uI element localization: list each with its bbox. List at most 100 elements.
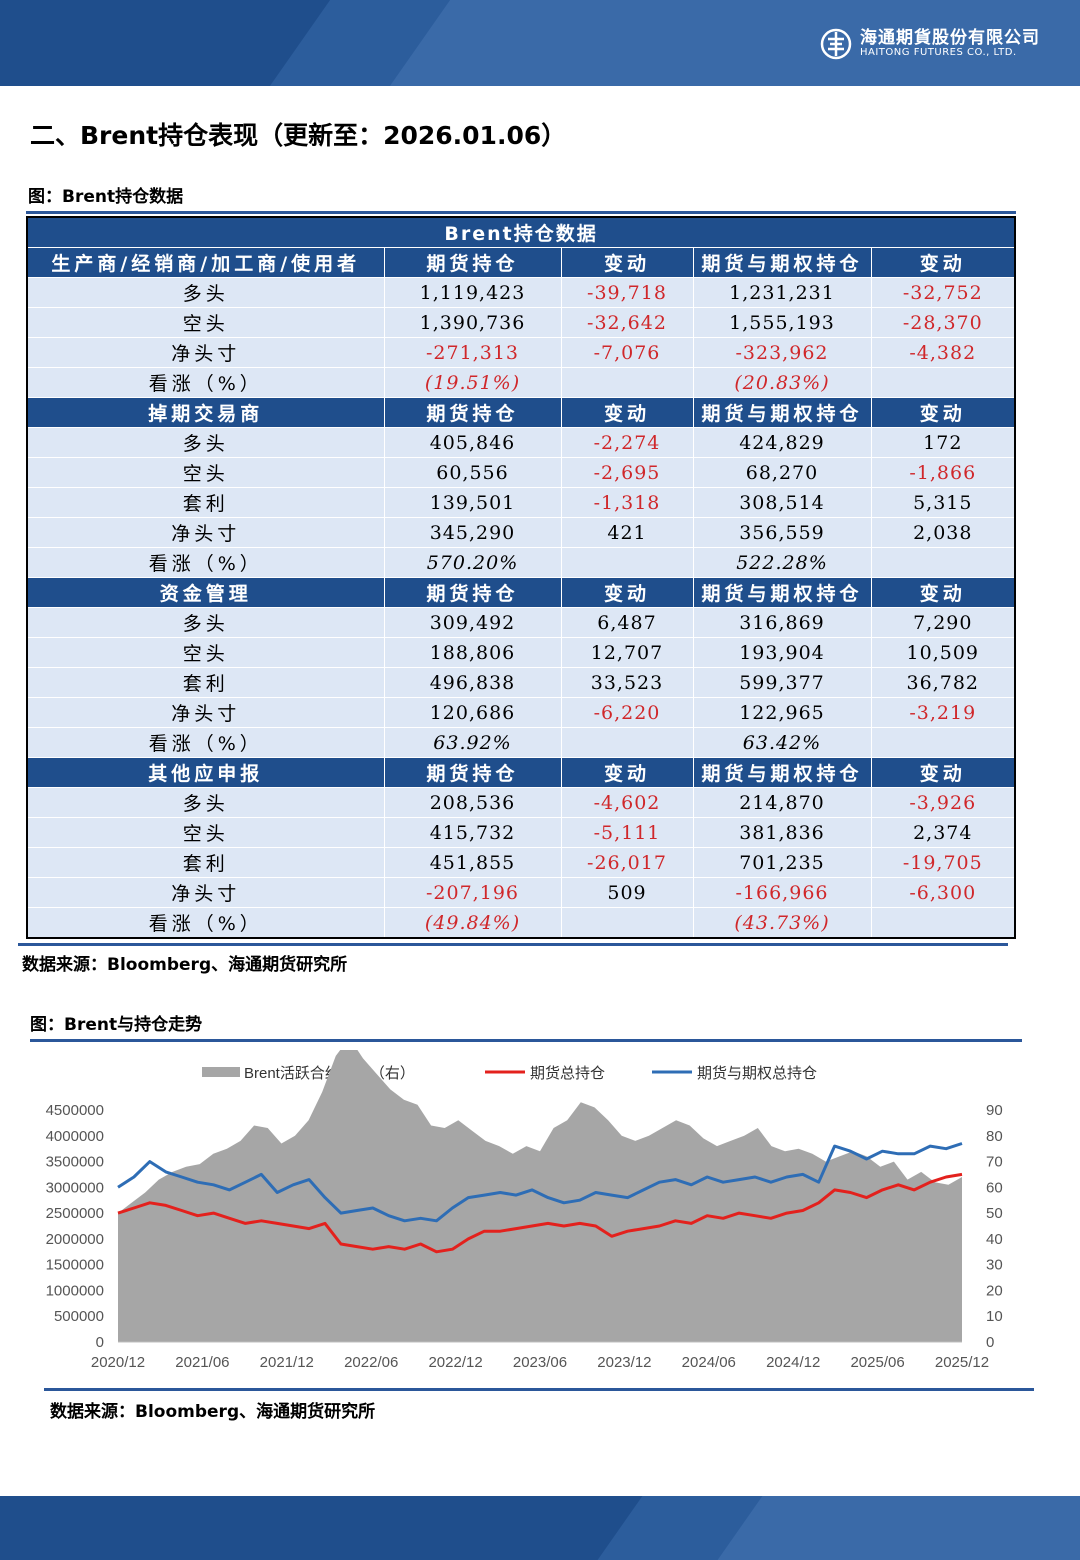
col-header-futures: 期货持仓 [383, 577, 562, 608]
x-tick-label: 2021/12 [260, 1354, 314, 1371]
legend-label-fo: 期货与期权总持仓 [697, 1065, 817, 1082]
cell-chg2: 36,782 [870, 667, 1016, 698]
col-header-futures: 期货持仓 [383, 757, 562, 788]
y-right-tick-label: 80 [986, 1128, 1003, 1145]
cell-chg2: 172 [870, 427, 1016, 458]
y-right-tick-label: 90 [986, 1102, 1003, 1119]
cell-fo: 316,869 [692, 607, 872, 638]
y-left-tick-label: 2500000 [46, 1205, 104, 1222]
cell-chg: 421 [560, 517, 694, 548]
x-tick-label: 2024/12 [766, 1354, 820, 1371]
cell-chg2 [870, 727, 1016, 758]
legend-label-futures: 期货总持仓 [530, 1065, 605, 1082]
cell-futures: (19.51%) [383, 367, 562, 398]
y-left-tick-label: 3000000 [46, 1179, 104, 1196]
cell-futures: 345,290 [383, 517, 562, 548]
x-tick-label: 2020/12 [91, 1354, 145, 1371]
row-label: 净头寸 [26, 517, 385, 548]
brent-positions-table: Brent持仓数据 生产商/经销商/加工商/使用者 期货持仓 变动 期货与期权持仓 变动多… [26, 216, 1017, 939]
cell-futures: 188,806 [383, 637, 562, 668]
table-row: 净头寸 120,686 -6,220 122,965 -3,219 [26, 697, 1016, 728]
cell-chg [560, 547, 694, 578]
cell-chg2: 5,315 [870, 487, 1016, 518]
cell-futures: 139,501 [383, 487, 562, 518]
y-right-tick-label: 70 [986, 1154, 1003, 1171]
table-row: 多头 309,492 6,487 316,869 7,290 [26, 607, 1016, 638]
col-header-change: 变动 [560, 577, 694, 608]
cell-chg2: -3,926 [870, 787, 1016, 818]
row-label: 空头 [26, 307, 385, 338]
y-left-tick-label: 500000 [54, 1308, 104, 1325]
chart-bottom-rule [44, 1388, 1034, 1391]
row-label: 多头 [26, 787, 385, 818]
chart-figure-caption: 图：Brent与持仓走势 [30, 1015, 203, 1035]
row-label: 空头 [26, 457, 385, 488]
cell-chg [560, 367, 694, 398]
cell-chg2: 2,374 [870, 817, 1016, 848]
y-right-tick-label: 40 [986, 1231, 1003, 1248]
cell-chg: 33,523 [560, 667, 694, 698]
cell-chg2 [870, 907, 1016, 939]
group-name: 掉期交易商 [26, 397, 385, 428]
col-header-fo: 期货与期权持仓 [692, 757, 872, 788]
table-figure-caption: 图：Brent持仓数据 [28, 187, 184, 207]
cell-fo: 701,235 [692, 847, 872, 878]
row-label: 净头寸 [26, 697, 385, 728]
table-source: 数据来源：Bloomberg、海通期货研究所 [22, 955, 348, 975]
series-brent-area [118, 1037, 962, 1342]
cell-fo: 308,514 [692, 487, 872, 518]
cell-futures: 208,536 [383, 787, 562, 818]
col-header-change2: 变动 [870, 577, 1016, 608]
x-tick-label: 2023/06 [513, 1354, 567, 1371]
cell-chg: -1,318 [560, 487, 694, 518]
cell-chg: -4,602 [560, 787, 694, 818]
row-label: 看涨（%） [26, 727, 385, 758]
cell-chg2: -28,370 [870, 307, 1016, 338]
table-row: 空头 188,806 12,707 193,904 10,509 [26, 637, 1016, 668]
row-label: 空头 [26, 637, 385, 668]
row-label: 空头 [26, 817, 385, 848]
legend-swatch-brent [202, 1067, 240, 1077]
header-band: 海通期貨股份有限公司 HAITONG FUTURES CO., LTD. [0, 0, 1080, 86]
cell-fo: 122,965 [692, 697, 872, 728]
cell-futures: 309,492 [383, 607, 562, 638]
col-header-change2: 变动 [870, 757, 1016, 788]
footer-stripe [717, 1496, 1080, 1560]
haitong-logo-icon [820, 28, 852, 60]
table-row: 空头 60,556 -2,695 68,270 -1,866 [26, 457, 1016, 488]
col-header-fo: 期货与期权持仓 [692, 247, 872, 278]
table-row: 多头 405,846 -2,274 424,829 172 [26, 427, 1016, 458]
table-row: 净头寸 -207,196 509 -166,966 -6,300 [26, 877, 1016, 908]
cell-fo: 1,231,231 [692, 277, 872, 308]
cell-futures: 405,846 [383, 427, 562, 458]
col-header-change: 变动 [560, 397, 694, 428]
table-row: 看涨（%） (19.51%) (20.83%) [26, 367, 1016, 398]
col-header-futures: 期货持仓 [383, 397, 562, 428]
cell-chg: 12,707 [560, 637, 694, 668]
row-label: 多头 [26, 607, 385, 638]
table-row: 套利 496,838 33,523 599,377 36,782 [26, 667, 1016, 698]
cell-futures: 415,732 [383, 817, 562, 848]
cell-chg2: 10,509 [870, 637, 1016, 668]
row-label: 多头 [26, 277, 385, 308]
group-name: 资金管理 [26, 577, 385, 608]
chart-legend: Brent活跃合约价格（右） 期货总持仓 期货与期权总持仓 [202, 1065, 817, 1082]
y-right-tick-label: 0 [986, 1334, 994, 1351]
cell-chg: -39,718 [560, 277, 694, 308]
cell-chg [560, 907, 694, 939]
x-tick-label: 2024/06 [682, 1354, 736, 1371]
row-label: 套利 [26, 487, 385, 518]
cell-futures: 496,838 [383, 667, 562, 698]
cell-chg2: -6,300 [870, 877, 1016, 908]
col-header-futures: 期货持仓 [383, 247, 562, 278]
chart-top-rule [30, 1039, 1022, 1042]
cell-futures: 63.92% [383, 727, 562, 758]
cell-chg2: -1,866 [870, 457, 1016, 488]
cell-chg: -32,642 [560, 307, 694, 338]
y-right-tick-label: 30 [986, 1257, 1003, 1274]
table-row: 空头 1,390,736 -32,642 1,555,193 -28,370 [26, 307, 1016, 338]
cell-chg: 509 [560, 877, 694, 908]
table-row: 套利 139,501 -1,318 308,514 5,315 [26, 487, 1016, 518]
row-label: 多头 [26, 427, 385, 458]
cell-fo: -166,966 [692, 877, 872, 908]
